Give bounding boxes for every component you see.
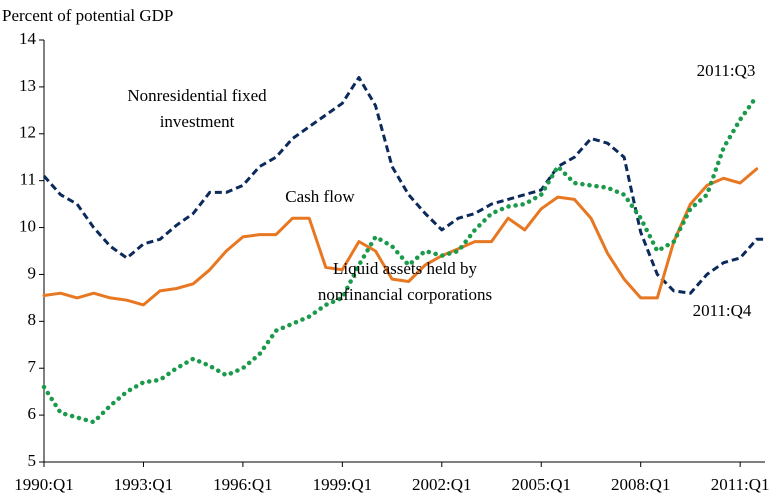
x-tick-label: 2011:Q1 <box>711 475 770 494</box>
x-tick-label: 1990:Q1 <box>14 475 74 494</box>
y-tick-label: 6 <box>28 404 37 423</box>
annotation: Nonresidential fixed <box>127 86 267 105</box>
line-series <box>42 167 759 307</box>
y-tick-label: 9 <box>28 263 37 282</box>
y-tick-label: 8 <box>28 310 37 329</box>
y-tick-label: 7 <box>28 357 37 376</box>
y-tick-label: 11 <box>20 170 36 189</box>
x-tick-label: 1996:Q1 <box>213 475 273 494</box>
y-tick-label: 5 <box>28 451 37 470</box>
annotation: nonfinancial corporations <box>318 285 492 304</box>
y-tick-label: 10 <box>19 216 36 235</box>
annotation: investment <box>160 112 235 131</box>
line-series <box>41 94 759 425</box>
annotation: 2011:Q3 <box>697 61 756 80</box>
line-series <box>42 76 765 295</box>
y-axis-label: Percent of potential GDP <box>2 6 173 25</box>
annotation: 2011:Q4 <box>693 301 752 320</box>
x-tick-label: 1993:Q1 <box>114 475 174 494</box>
x-tick-label: 2008:Q1 <box>611 475 671 494</box>
x-tick-label: 2005:Q1 <box>511 475 571 494</box>
x-tick-label: 1999:Q1 <box>313 475 373 494</box>
y-tick-label: 14 <box>19 29 37 48</box>
y-tick-label: 12 <box>19 123 36 142</box>
x-tick-label: 2002:Q1 <box>412 475 472 494</box>
annotation: Cash flow <box>285 187 355 206</box>
y-tick-label: 13 <box>19 76 36 95</box>
annotation: Liquid assets held by <box>333 259 478 278</box>
